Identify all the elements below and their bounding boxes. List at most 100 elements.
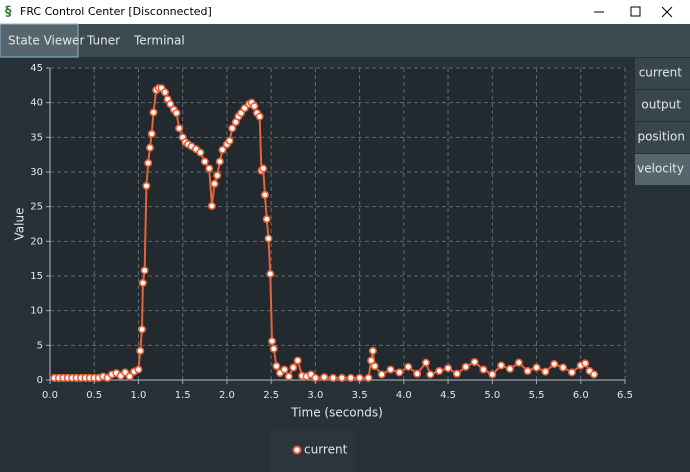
data-point — [280, 365, 289, 374]
y-tick-label: 25 — [30, 202, 43, 213]
side-button[interactable] — [635, 58, 690, 89]
data-point — [541, 367, 550, 376]
x-tick-label: 2.0 — [219, 390, 235, 401]
data-point — [200, 157, 209, 166]
tab[interactable]: Terminal — [133, 34, 185, 48]
data-point — [213, 171, 222, 180]
y-tick-label: 35 — [30, 132, 43, 143]
data-point — [377, 370, 386, 379]
legend-label: current — [304, 443, 348, 457]
close-button[interactable] — [661, 6, 673, 18]
legend-marker — [292, 445, 302, 455]
data-point — [346, 373, 355, 382]
data-point — [320, 373, 329, 382]
data-point — [228, 124, 237, 133]
data-point — [337, 373, 346, 382]
data-point — [421, 358, 430, 367]
x-axis-label: Time (seconds) — [290, 406, 383, 420]
app-icon: § — [5, 5, 12, 20]
y-tick-label: 30 — [30, 167, 43, 178]
data-point — [329, 373, 338, 382]
window-title: FRC Control Center [Disconnected] — [20, 5, 212, 18]
data-point — [272, 362, 281, 371]
data-point — [559, 363, 568, 372]
x-tick-label: 4.0 — [396, 390, 412, 401]
data-point — [255, 112, 264, 121]
tab[interactable]: Tuner — [86, 34, 120, 48]
data-point — [161, 88, 170, 97]
data-point — [215, 157, 224, 166]
data-point — [142, 181, 151, 190]
side-button-label[interactable]: output — [641, 98, 681, 112]
data-point — [368, 346, 377, 355]
tab[interactable]: State Viewer — [8, 34, 84, 48]
data-point — [140, 266, 149, 275]
y-tick-label: 5 — [37, 340, 43, 351]
data-point — [426, 370, 435, 379]
data-point — [210, 179, 219, 188]
data-point — [134, 365, 143, 374]
side-button-label[interactable]: current — [639, 66, 683, 80]
side-button-label[interactable]: velocity — [637, 162, 684, 176]
data-point — [386, 365, 395, 374]
data-point — [590, 370, 599, 379]
data-point — [225, 136, 234, 145]
y-tick-label: 40 — [30, 98, 43, 109]
data-point — [138, 325, 147, 334]
data-point — [268, 337, 277, 346]
data-point — [259, 164, 268, 173]
data-point — [289, 363, 298, 372]
x-tick-label: 6.0 — [573, 390, 589, 401]
side-button[interactable] — [635, 90, 690, 121]
y-tick-label: 15 — [30, 271, 43, 282]
side-button-label[interactable]: position — [637, 130, 685, 144]
data-point — [514, 358, 523, 367]
title-bar — [0, 0, 690, 24]
x-tick-label: 6.5 — [617, 390, 633, 401]
data-point — [138, 278, 147, 287]
data-point — [370, 362, 379, 371]
data-point — [311, 373, 320, 382]
data-point — [461, 362, 470, 371]
y-axis-label: Value — [13, 208, 27, 241]
x-tick-label: 4.5 — [440, 390, 456, 401]
data-point — [147, 129, 156, 138]
data-point — [550, 360, 559, 369]
data-point — [532, 363, 541, 372]
plot: 0 5 10 15 20 25 30 35 40 45 0.0 0.5 1.0 1.5 2.0 2.5 3.0 3… — [30, 63, 633, 457]
data-point — [395, 368, 404, 377]
data-point — [144, 158, 153, 167]
data-point — [207, 201, 216, 210]
data-point — [367, 356, 376, 365]
data-point — [355, 373, 364, 382]
data-point — [505, 364, 514, 373]
data-point — [205, 164, 214, 173]
data-point — [266, 269, 275, 278]
tab-bar — [0, 24, 690, 57]
data-point — [262, 215, 271, 224]
x-tick-label: 1.5 — [175, 390, 191, 401]
side-button[interactable] — [635, 122, 690, 153]
maximize-button[interactable] — [630, 6, 641, 17]
x-tick-label: 0.5 — [86, 390, 102, 401]
y-tick-label: 0 — [37, 375, 43, 386]
side-button-selected[interactable] — [635, 154, 690, 185]
data-point — [250, 102, 259, 111]
data-point — [293, 356, 302, 365]
data-point — [435, 366, 444, 375]
tab-selected[interactable] — [0, 23, 79, 58]
data-point — [452, 369, 461, 378]
y-tick-label: 20 — [30, 236, 43, 247]
data-point — [470, 357, 479, 366]
x-tick-label: 3.0 — [307, 390, 323, 401]
data-point — [145, 143, 154, 152]
x-tick-label: 0.0 — [42, 390, 58, 401]
data-point — [523, 366, 532, 375]
data-point — [175, 124, 184, 133]
data-point — [404, 362, 413, 371]
data-point — [149, 108, 158, 117]
data-point — [581, 359, 590, 368]
data-point — [264, 234, 273, 243]
